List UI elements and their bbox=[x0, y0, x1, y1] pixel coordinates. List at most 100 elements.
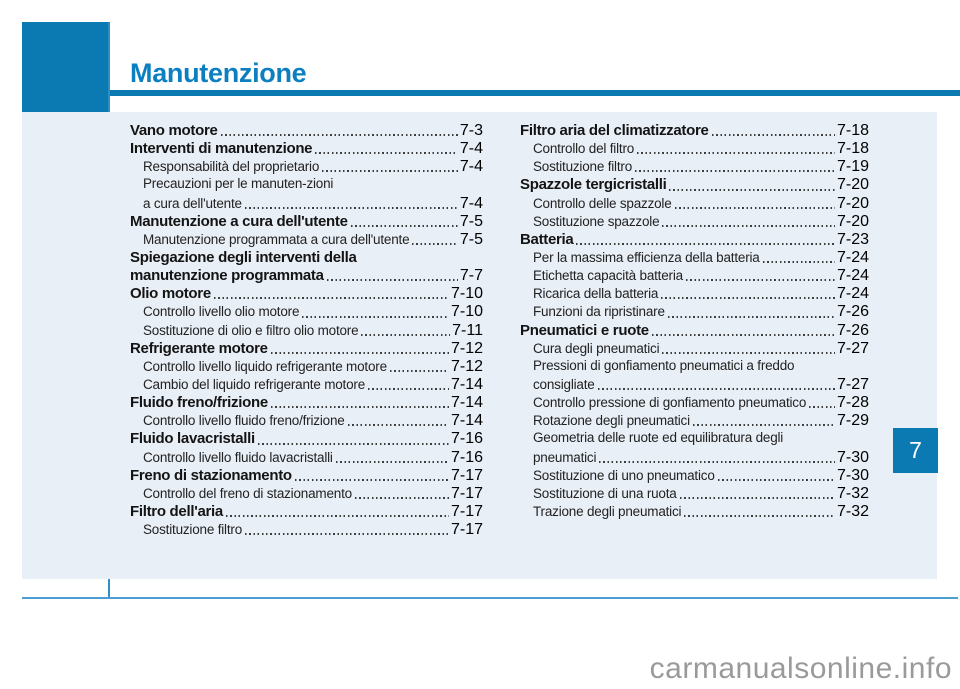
toc-entry: Fluido lavacristalli 7-16 bbox=[130, 430, 483, 448]
toc-leader-dots bbox=[326, 279, 458, 282]
toc-entry-label: Olio motore bbox=[130, 285, 211, 303]
toc-entry: Per la massima efficienza della batteria… bbox=[520, 249, 869, 267]
toc-leader-dots bbox=[225, 515, 449, 518]
toc-leader-dots bbox=[322, 170, 458, 173]
toc-entry-label: Cambio del liquido refrigerante motore bbox=[143, 376, 366, 392]
footer-rule bbox=[22, 597, 958, 599]
toc-entry-page: 7-26 bbox=[836, 321, 869, 339]
toc-entry: Controllo livello olio motore 7-10 bbox=[130, 303, 483, 321]
toc-entry-label: Sostituzione spazzole bbox=[533, 213, 660, 229]
toc-entry-page: 7-4 bbox=[459, 140, 483, 158]
toc-column-left: Vano motore 7-3 Interventi di manutenzione… bbox=[130, 122, 483, 539]
toc-entry-page: 7-18 bbox=[836, 140, 869, 158]
toc-entry: Responsabilità del proprietario 7-4 bbox=[130, 158, 483, 176]
toc-entry-label: consigliate bbox=[533, 376, 595, 392]
toc-entry: Freno di stazionamento 7-17 bbox=[130, 467, 483, 485]
toc-entry-page: 7-3 bbox=[459, 122, 483, 139]
toc-entry-page: 7-32 bbox=[836, 484, 869, 502]
toc-entry-page: 7-20 bbox=[836, 212, 869, 230]
toc-entry-page: 7-24 bbox=[836, 248, 869, 266]
toc-entry: Controllo delle spazzole 7-20 bbox=[520, 195, 869, 213]
toc-entry-label: Sostituzione di uno pneumatico bbox=[533, 467, 715, 483]
toc-entry: Controllo pressione di gonfiamento pneum… bbox=[520, 394, 869, 412]
toc-entry-page: 7-12 bbox=[450, 357, 483, 375]
toc-entry-label: Controllo del filtro bbox=[533, 141, 635, 157]
toc-leader-dots bbox=[685, 279, 835, 282]
toc-entry-page: 7-19 bbox=[836, 158, 869, 176]
toc-leader-dots bbox=[220, 134, 458, 137]
toc-entry: Spazzole tergicristalli 7-20 bbox=[520, 176, 869, 194]
toc-entry-page: 7-27 bbox=[836, 375, 869, 393]
toc-entry-page: 7-11 bbox=[452, 321, 483, 339]
toc-entry-page: 7-23 bbox=[836, 230, 869, 248]
toc-entry-label: Controllo delle spazzole bbox=[533, 195, 672, 211]
toc-entry-page: 7-28 bbox=[836, 394, 869, 412]
toc-leader-dots bbox=[270, 406, 449, 409]
toc-entry-page: 7-29 bbox=[836, 412, 869, 430]
toc-entry: Sostituzione di uno pneumatico 7-30 bbox=[520, 467, 869, 485]
toc-entry: Interventi di manutenzione 7-4 bbox=[130, 140, 483, 158]
toc-entry-label: Ricarica della batteria bbox=[533, 286, 659, 302]
toc-entry-page: 7-5 bbox=[459, 212, 483, 230]
toc-entry-page: 7-16 bbox=[450, 448, 483, 466]
toc-entry: Olio motore 7-10 bbox=[130, 285, 483, 303]
toc-entry: Geometria delle ruote ed equilibratura d… bbox=[520, 430, 869, 448]
toc-entry-label: Refrigerante motore bbox=[130, 339, 268, 357]
toc-entry-page: 7-17 bbox=[450, 502, 483, 520]
toc-entry: Trazione degli pneumatici 7-32 bbox=[520, 503, 869, 521]
toc-entry: consigliate 7-27 bbox=[520, 376, 869, 394]
toc-leader-dots bbox=[294, 478, 449, 481]
toc-entry-label: Controllo pressione di gonfiamento pneum… bbox=[533, 395, 807, 411]
chapter-tab: 7 bbox=[893, 428, 938, 473]
toc-entry-label: Responsabilità del proprietario bbox=[143, 159, 320, 175]
toc-entry-label: Pneumatici e ruote bbox=[520, 321, 649, 339]
title-underline-rule bbox=[110, 90, 960, 96]
toc-entry: Sostituzione spazzole 7-20 bbox=[520, 213, 869, 231]
toc-entry-label: Batteria bbox=[520, 230, 574, 248]
toc-entry-label: Manutenzione programmata a cura dell'ute… bbox=[143, 231, 410, 247]
toc-entry-page: 7-10 bbox=[450, 303, 483, 321]
toc-leader-dots bbox=[809, 406, 835, 409]
toc-entry: Precauzioni per le manuten-zioni bbox=[130, 176, 483, 194]
toc-entry-label: Spiegazione degli interventi della bbox=[130, 248, 357, 266]
toc-entry: a cura dell'utente 7-4 bbox=[130, 195, 483, 213]
toc-leader-dots bbox=[597, 388, 835, 391]
page-title: Manutenzione bbox=[130, 58, 307, 88]
toc-entry: Sostituzione di olio e filtro olio motor… bbox=[130, 322, 483, 340]
toc-entry-label: Sostituzione filtro bbox=[533, 159, 632, 175]
toc-leader-dots bbox=[692, 424, 835, 427]
toc-entry-label: Filtro dell'aria bbox=[130, 502, 223, 520]
toc-entry: Pressioni di gonfiamento pneumatici a fr… bbox=[520, 358, 869, 376]
toc-entry-page: 7-24 bbox=[836, 285, 869, 303]
toc-leader-dots bbox=[257, 442, 449, 445]
toc-entry: Rotazione degli pneumatici 7-29 bbox=[520, 412, 869, 430]
toc-entry-label: Fluido lavacristalli bbox=[130, 430, 255, 448]
toc-leader-dots bbox=[270, 351, 449, 354]
toc-entry-page: 7-12 bbox=[450, 339, 483, 357]
toc-leader-dots bbox=[661, 297, 835, 300]
toc-entry-page: 7-4 bbox=[459, 158, 483, 176]
chapter-corner-block bbox=[22, 22, 110, 112]
toc-leader-dots bbox=[389, 369, 449, 372]
watermark: carmanualsonline.info bbox=[649, 652, 952, 685]
toc-entry-label: Geometria delle ruote ed equilibratura d… bbox=[533, 430, 784, 446]
toc-entry-label: Freno di stazionamento bbox=[130, 466, 292, 484]
toc-entry-label: Funzioni da ripristinare bbox=[533, 304, 665, 320]
toc-entry-page: 7-14 bbox=[450, 394, 483, 412]
toc-entry-page: 7-10 bbox=[450, 285, 483, 303]
toc-entry: Funzioni da ripristinare 7-26 bbox=[520, 303, 869, 321]
toc-leader-dots bbox=[302, 315, 449, 318]
toc-leader-dots bbox=[662, 224, 835, 227]
toc-entry-label: Precauzioni per le manuten-zioni bbox=[143, 176, 334, 192]
toc-entry: pneumatici 7-30 bbox=[520, 449, 869, 467]
toc-entry-label: Rotazione degli pneumatici bbox=[533, 413, 690, 429]
toc-entry: Manutenzione a cura dell'utente 7-5 bbox=[130, 213, 483, 231]
toc-entry-label: a cura dell'utente bbox=[143, 195, 242, 211]
toc-entry-page: 7-24 bbox=[836, 267, 869, 285]
toc-entry-label: Controllo livello fluido lavacristalli bbox=[143, 449, 333, 465]
toc-leader-dots bbox=[635, 170, 835, 173]
toc-leader-dots bbox=[412, 242, 458, 245]
toc-leader-dots bbox=[335, 460, 449, 463]
toc-entry-page: 7-30 bbox=[836, 466, 869, 484]
